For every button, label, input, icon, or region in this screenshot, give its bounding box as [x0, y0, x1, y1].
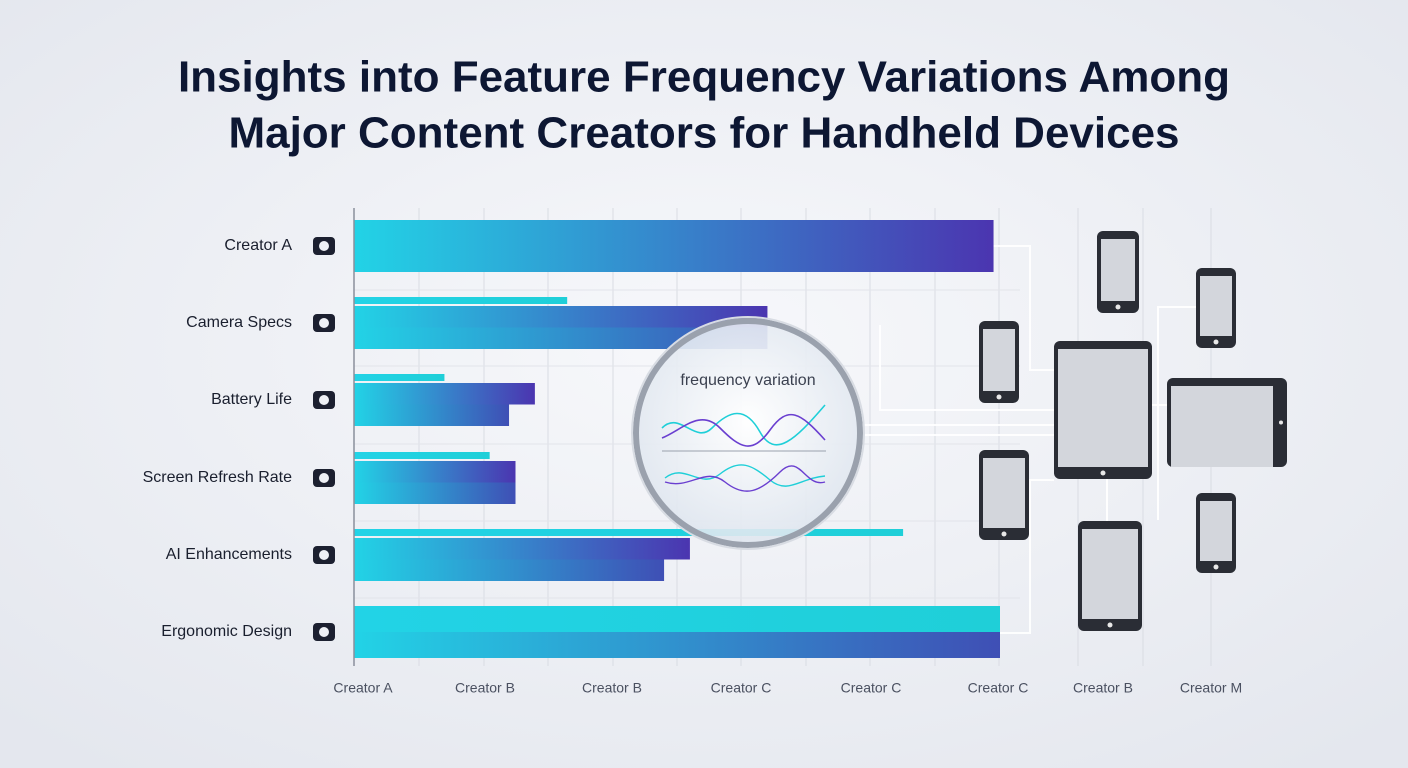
device-screen: [983, 329, 1015, 391]
row-label: Creator A: [224, 237, 292, 254]
devices: [860, 231, 1287, 634]
lens-rim: [631, 316, 865, 550]
connector: [992, 245, 1054, 371]
chart-title: Major Content Creators for Handheld Devi…: [228, 109, 1179, 158]
bars: [354, 220, 1000, 658]
bar: [354, 632, 1000, 658]
bar: [354, 374, 445, 381]
row-label: Ergonomic Design: [161, 623, 292, 640]
row-label: Battery Life: [211, 391, 292, 408]
row-label: Screen Refresh Rate: [143, 469, 293, 486]
bar: [354, 538, 690, 560]
icon: [319, 550, 329, 560]
bar: [354, 529, 904, 536]
icon: [319, 241, 329, 251]
wave: [664, 464, 826, 487]
chart-title: Insights into Feature Frequency Variatio…: [178, 53, 1230, 102]
device-button: [996, 394, 1002, 400]
device-screen: [1200, 501, 1232, 561]
x-label: Creator A: [333, 680, 393, 696]
connector: [1157, 306, 1196, 520]
icon: [319, 395, 329, 405]
x-label: Creator C: [711, 680, 772, 696]
bar: [354, 383, 535, 405]
device-button: [1100, 470, 1106, 476]
wave: [661, 413, 826, 447]
annotation: frequency variation: [680, 372, 815, 389]
device-screen: [1171, 386, 1273, 467]
bar: [354, 404, 510, 426]
bar: [354, 559, 665, 581]
x-label: Creator B: [582, 680, 642, 696]
bar: [354, 220, 994, 272]
device-button: [1213, 564, 1219, 570]
bar: [354, 461, 516, 483]
device-button: [1279, 420, 1283, 425]
bar: [354, 327, 768, 349]
device-screen: [1101, 239, 1135, 301]
device-button: [1115, 304, 1121, 310]
device-screen: [1200, 276, 1232, 336]
icon: [319, 473, 329, 483]
connector: [998, 479, 1054, 634]
connector: [879, 325, 1054, 411]
x-label: Creator B: [1073, 680, 1133, 696]
bar: [354, 306, 768, 328]
device-screen: [1058, 349, 1148, 467]
x-label: Creator C: [968, 680, 1029, 696]
magnifier: frequency variation: [631, 316, 865, 550]
wave: [664, 465, 826, 492]
wave: [661, 404, 826, 446]
bar: [354, 452, 490, 459]
icon: [319, 627, 329, 637]
icon: [319, 318, 329, 328]
device-button: [1001, 531, 1007, 537]
device-screen: [1082, 529, 1138, 619]
bar: [354, 606, 1000, 632]
row-label: Camera Specs: [186, 314, 292, 331]
lens: [633, 318, 863, 548]
device-screen: [983, 458, 1025, 528]
x-label: Creator B: [455, 680, 515, 696]
device-button: [1213, 339, 1219, 345]
device-button: [1107, 622, 1113, 628]
bar: [354, 297, 568, 304]
row-label: AI Enhancements: [166, 546, 292, 563]
x-label: Creator C: [841, 680, 902, 696]
x-label: Creator M: [1180, 680, 1242, 696]
bar: [354, 482, 516, 504]
